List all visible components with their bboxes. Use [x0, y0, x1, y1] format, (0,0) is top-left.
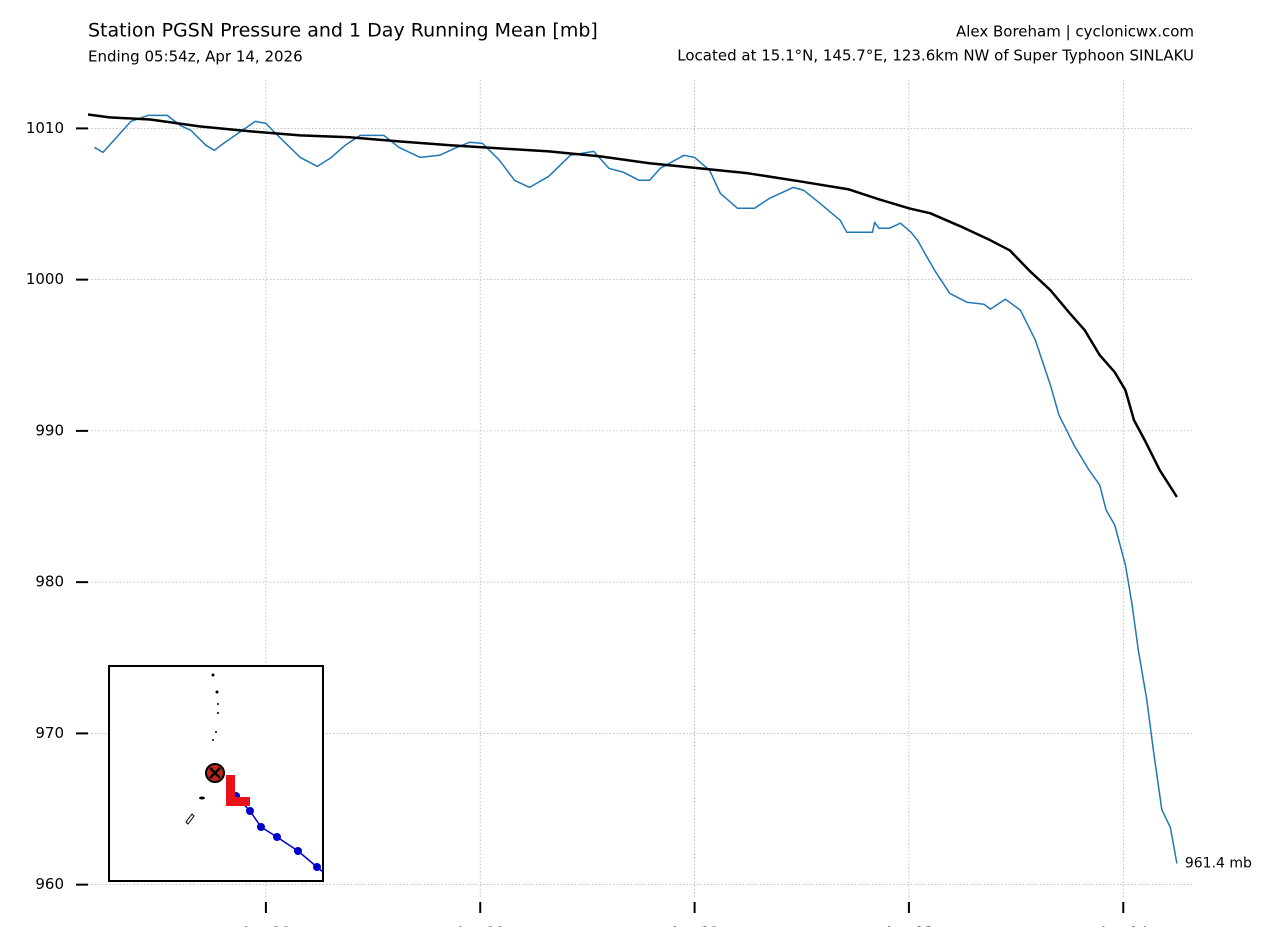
end-label: 961.4 mb: [1185, 855, 1252, 871]
y-tick-label: 970: [35, 724, 64, 742]
x-tick-label: Apr 13: [884, 924, 934, 927]
subtitle: Ending 05:54z, Apr 14, 2026: [88, 48, 303, 66]
x-tick-label: Apr 10: [241, 924, 291, 927]
inset-map: [108, 665, 324, 882]
y-tick-label: 990: [35, 421, 64, 439]
y-tick-label: 1010: [26, 119, 64, 137]
y-tick-label: 980: [35, 573, 64, 591]
attribution: Alex Boreham | cyclonicwx.com: [956, 23, 1194, 41]
plot-area: 960 970 980 990 1000 1010 Apr 10 Apr 11 Apr 12 Ap…: [26, 80, 1252, 927]
x-tick-label: Apr 12: [670, 924, 720, 927]
location: Located at 15.1°N, 145.7°E, 123.6km NW o…: [677, 47, 1194, 65]
y-tick-label: 1000: [26, 270, 64, 288]
x-tick-label: Apr 11: [455, 924, 505, 927]
x-tick-label: Apr 14: [1098, 924, 1148, 927]
series-line: [87, 113, 1178, 498]
chart-title: Station PGSN Pressure and 1 Day Running …: [88, 20, 598, 42]
y-tick-label: 960: [35, 875, 64, 893]
